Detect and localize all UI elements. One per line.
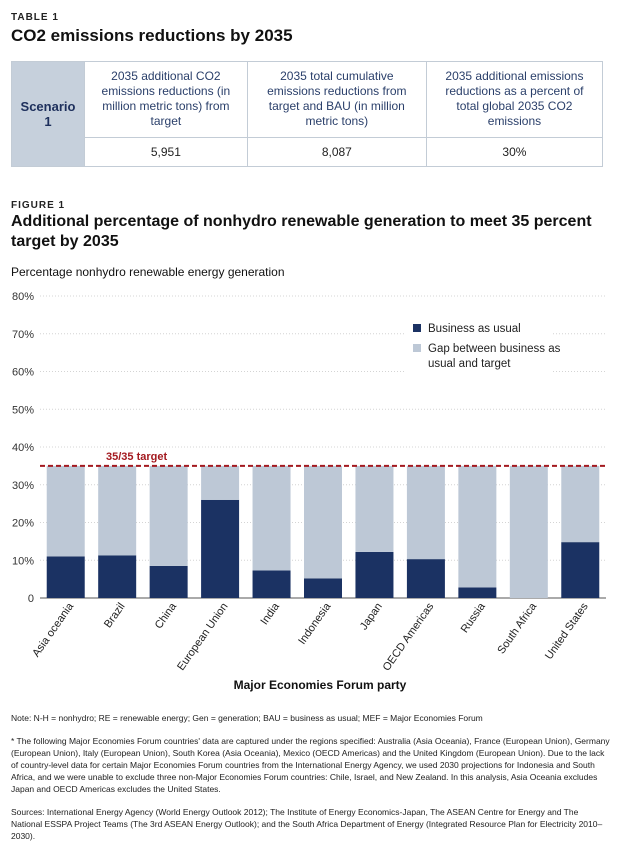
bar-business-as-usual: [46, 556, 85, 598]
table-cell-2: 8,087: [246, 136, 427, 168]
legend-label-bau: Business as usual: [428, 323, 521, 335]
table-header-1: 2035 additional CO2 emissions reductions…: [84, 61, 248, 138]
bar-gap-to-target: [355, 465, 394, 552]
bar-gap-to-target: [458, 465, 497, 588]
bar-business-as-usual: [252, 570, 291, 598]
bar-gap-to-target: [46, 465, 85, 557]
bar-business-as-usual: [355, 551, 394, 598]
x-tick-label: Japan: [358, 601, 385, 632]
bar-business-as-usual: [406, 559, 445, 598]
table-header-2: 2035 total cumulative emissions reductio…: [246, 61, 427, 138]
figure-title: Additional percentage of nonhydro renewa…: [11, 213, 592, 250]
bar-gap-to-target: [252, 465, 291, 571]
bar-gap-to-target: [509, 465, 548, 598]
table-header-3: 2035 additional emissions reductions as …: [425, 61, 604, 138]
y-tick-label: 70%: [12, 329, 34, 341]
y-tick-label: 60%: [12, 367, 34, 379]
scenario-row-label: Scenario 1: [11, 61, 85, 167]
bar-gap-to-target: [304, 465, 342, 579]
emissions-table: Scenario 1 2035 additional CO2 emissions…: [11, 61, 604, 168]
x-tick-label: China: [153, 600, 180, 631]
bar-gap-to-target: [149, 465, 188, 566]
x-axis-label: Major Economies Forum party: [234, 678, 407, 692]
bar-business-as-usual: [149, 565, 188, 598]
bar-chart: Percentage nonhydro renewable energy gen…: [11, 265, 606, 692]
bar-business-as-usual: [561, 542, 600, 598]
y-tick-label: 20%: [12, 518, 34, 530]
bar-business-as-usual: [98, 555, 137, 598]
y-tick-label: 0: [28, 593, 34, 605]
x-tick-label: India: [258, 600, 282, 627]
bar-gap-to-target: [98, 465, 137, 556]
legend-swatch-gap: [413, 344, 421, 352]
bar-business-as-usual: [458, 587, 497, 598]
y-tick-label: 50%: [12, 404, 34, 416]
legend-label-gap: Gap between business as usual and target: [428, 343, 561, 370]
legend-box: [404, 316, 551, 378]
bar-gap-to-target: [201, 465, 240, 500]
table-title: CO2 emissions reductions by 2035: [11, 26, 293, 45]
chart-area: Percentage nonhydro renewable energy gen…: [0, 265, 620, 700]
bar-business-as-usual: [201, 499, 240, 598]
chart-note: Note: N-H = nonhydro; RE = renewable ene…: [11, 713, 483, 723]
chart-footnote: * The following Major Economies Forum co…: [11, 736, 610, 794]
y-tick-label: 40%: [12, 442, 34, 454]
y-tick-label: 10%: [12, 555, 34, 567]
x-tick-label: Brazil: [102, 601, 128, 630]
table-cell-1: 5,951: [84, 136, 248, 168]
x-tick-label: Indonesia: [296, 600, 334, 647]
x-tick-label: Russia: [459, 600, 489, 635]
x-tick-label: Asia oceania: [30, 600, 76, 659]
chart-sources: Sources: International Energy Agency (Wo…: [11, 807, 603, 841]
y-tick-label: 30%: [12, 480, 34, 492]
bar-gap-to-target: [406, 465, 445, 560]
legend-swatch-bau: [413, 324, 421, 332]
bar-business-as-usual: [304, 578, 342, 598]
figure-label: FIGURE 1: [11, 200, 66, 211]
y-axis-label: Percentage nonhydro renewable energy gen…: [11, 265, 285, 279]
x-tick-label: United States: [543, 600, 591, 661]
y-tick-label: 80%: [12, 291, 34, 303]
target-label: 35/35 target: [106, 451, 167, 463]
table-label: TABLE 1: [11, 12, 59, 23]
x-tick-label: South Africa: [495, 600, 539, 656]
x-tick-label: OECD Americas: [381, 600, 437, 673]
x-tick-label: European Union: [175, 601, 230, 673]
table-cell-3: 30%: [425, 136, 604, 168]
bar-gap-to-target: [561, 465, 600, 543]
